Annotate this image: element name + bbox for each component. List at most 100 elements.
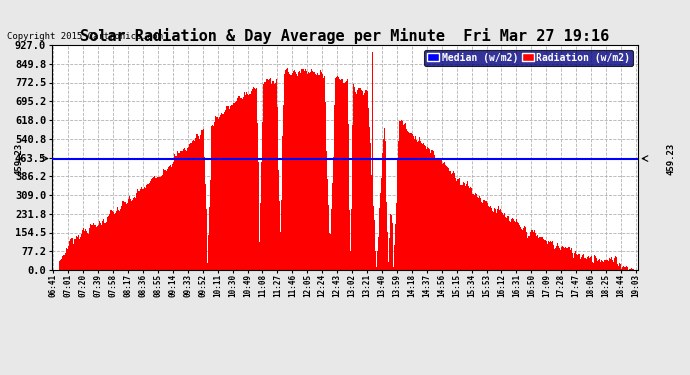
Bar: [571, 252, 573, 270]
Bar: [100, 224, 101, 270]
Bar: [205, 184, 206, 270]
Bar: [480, 198, 481, 270]
Bar: [276, 79, 277, 270]
Bar: [470, 187, 471, 270]
Bar: [631, 268, 632, 270]
Bar: [242, 99, 243, 270]
Bar: [562, 246, 563, 270]
Bar: [580, 259, 581, 270]
Bar: [458, 178, 459, 270]
Bar: [393, 267, 394, 270]
Bar: [282, 135, 283, 270]
Bar: [422, 144, 423, 270]
Bar: [474, 195, 475, 270]
Bar: [76, 237, 77, 270]
Bar: [540, 237, 541, 270]
Bar: [546, 240, 547, 270]
Bar: [292, 73, 293, 270]
Bar: [555, 248, 556, 270]
Bar: [91, 225, 92, 270]
Bar: [611, 257, 612, 270]
Bar: [358, 88, 359, 270]
Bar: [287, 68, 288, 270]
Bar: [98, 225, 99, 270]
Bar: [376, 267, 377, 270]
Bar: [363, 95, 364, 270]
Bar: [570, 250, 571, 270]
Bar: [197, 134, 198, 270]
Bar: [231, 105, 232, 270]
Bar: [575, 250, 576, 270]
Bar: [455, 178, 456, 270]
Bar: [185, 150, 186, 270]
Title: Solar Radiation & Day Average per Minute  Fri Mar 27 19:16: Solar Radiation & Day Average per Minute…: [80, 28, 610, 44]
Bar: [360, 88, 361, 270]
Bar: [370, 143, 371, 270]
Bar: [262, 122, 263, 270]
Bar: [489, 207, 490, 270]
Bar: [567, 248, 568, 270]
Bar: [385, 141, 386, 270]
Bar: [89, 228, 90, 270]
Bar: [296, 74, 297, 270]
Bar: [163, 174, 164, 270]
Bar: [319, 75, 320, 270]
Bar: [198, 136, 199, 270]
Bar: [535, 233, 536, 270]
Bar: [320, 70, 321, 270]
Bar: [308, 72, 309, 270]
Bar: [632, 269, 633, 270]
Bar: [436, 159, 437, 270]
Bar: [165, 170, 166, 270]
Bar: [420, 141, 421, 270]
Bar: [531, 230, 532, 270]
Bar: [351, 209, 352, 270]
Bar: [388, 238, 390, 270]
Bar: [146, 185, 147, 270]
Bar: [515, 220, 516, 270]
Bar: [78, 235, 79, 270]
Bar: [596, 258, 597, 270]
Bar: [178, 153, 179, 270]
Legend: Median (w/m2), Radiation (w/m2): Median (w/m2), Radiation (w/m2): [424, 50, 633, 66]
Bar: [353, 84, 354, 270]
Bar: [317, 73, 318, 270]
Bar: [586, 257, 587, 270]
Bar: [248, 95, 249, 270]
Bar: [342, 79, 343, 270]
Bar: [463, 182, 464, 270]
Bar: [630, 269, 631, 270]
Bar: [179, 153, 180, 270]
Bar: [501, 210, 502, 270]
Bar: [622, 267, 623, 270]
Bar: [500, 210, 501, 270]
Bar: [551, 242, 552, 270]
Bar: [230, 106, 231, 270]
Bar: [613, 262, 614, 270]
Bar: [434, 154, 435, 270]
Bar: [398, 141, 399, 270]
Bar: [134, 197, 135, 270]
Bar: [559, 248, 560, 270]
Bar: [225, 110, 226, 270]
Bar: [600, 262, 601, 270]
Bar: [214, 122, 215, 270]
Bar: [581, 258, 582, 270]
Bar: [281, 200, 282, 270]
Bar: [348, 169, 349, 270]
Bar: [108, 216, 109, 270]
Bar: [414, 139, 415, 270]
Bar: [399, 122, 400, 270]
Bar: [123, 201, 124, 270]
Bar: [493, 208, 494, 270]
Bar: [557, 244, 558, 270]
Bar: [452, 172, 453, 270]
Bar: [522, 230, 523, 270]
Bar: [212, 124, 213, 270]
Bar: [498, 206, 499, 270]
Bar: [368, 108, 369, 270]
Bar: [495, 209, 496, 270]
Bar: [159, 177, 160, 270]
Bar: [468, 183, 469, 270]
Bar: [564, 248, 565, 270]
